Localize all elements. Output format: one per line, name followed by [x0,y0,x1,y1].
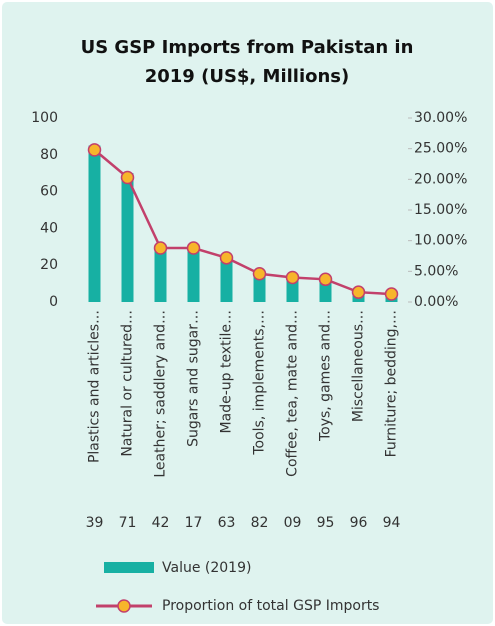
line-marker [384,287,399,301]
y-tick-label: 100 [31,110,58,126]
line-marker [153,241,168,255]
y2-tick-label: 30.00% [414,110,467,126]
x-tick-label: Plastics and articles… [87,310,103,463]
y-tick-label: 60 [40,184,58,200]
line-marker [351,285,366,299]
x-tick-label: Tools, implements,… [252,310,268,456]
line [93,148,392,296]
category-code: 82 [251,515,269,531]
x-tick-label: Natural or cultured… [120,310,136,457]
bar [121,173,134,302]
bar [220,261,233,302]
bar [88,145,101,302]
category-code: 94 [383,515,401,531]
y-tick-label: 40 [40,220,58,236]
bar [154,250,167,302]
line-marker [120,170,135,185]
y2-tick-label: 10.00% [414,233,467,249]
chart-title: 2019 (US$, Millions) [145,66,350,87]
line-marker [318,272,333,287]
legend-label: Value (2019) [162,560,251,576]
x-tick-label: Made-up textile… [219,310,235,433]
category-code: 09 [284,515,302,531]
y2-tick-label: 0.00% [414,294,458,310]
y-tick-label: 0 [49,294,58,310]
x-tick-label: Toys, games and… [318,310,334,442]
bar [319,281,332,302]
category-code: 71 [119,515,137,531]
category-code: 96 [350,515,368,531]
chart-title: US GSP Imports from Pakistan in [81,37,414,58]
y2-tick-label: 20.00% [414,171,467,187]
line-marker [87,143,102,157]
y-tick-label: 20 [40,257,58,273]
line-marker [186,241,201,255]
legend-marker [117,599,131,613]
legend-swatch [104,562,154,573]
x-tick-label: Sugars and sugar… [186,310,202,447]
x-tick-label: Furniture; bedding,… [384,310,400,457]
category-code: 17 [185,515,203,531]
category-code: 63 [218,515,236,531]
line-marker [252,267,267,281]
y2-tick-label: 25.00% [414,141,467,157]
line-marker [219,251,234,265]
line-marker [285,270,300,285]
y2-tick-label: 5.00% [414,263,458,279]
x-tick-label: Coffee, tea, mate and… [285,310,301,477]
y-tick-label: 80 [40,147,58,163]
bar [187,250,200,302]
y2-tick-label: 15.00% [414,202,467,218]
category-code: 95 [317,515,335,531]
bar [253,276,266,302]
x-tick-label: Miscellaneous… [351,310,367,422]
category-code: 39 [86,515,104,531]
bar [286,279,299,302]
category-code: 42 [152,515,170,531]
x-tick-label: Leather; saddlery and… [153,310,169,478]
legend-label: Proportion of total GSP Imports [162,598,379,614]
